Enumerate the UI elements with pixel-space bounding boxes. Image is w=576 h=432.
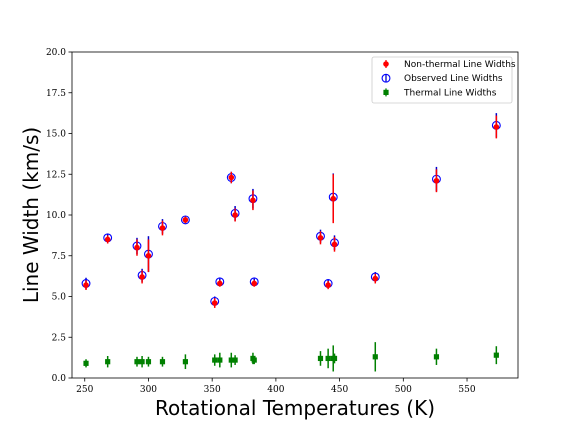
series-2-point-9 xyxy=(228,357,234,363)
x-axis-label: Rotational Temperatures (K) xyxy=(155,396,435,420)
legend-label-1: Observed Line Widths xyxy=(404,74,503,84)
series-2-point-7 xyxy=(212,357,218,363)
x-tick-label-0: 250 xyxy=(76,385,93,395)
series-2-point-19 xyxy=(493,352,499,358)
series-2-point-18 xyxy=(433,354,440,360)
series-2-point-4 xyxy=(145,359,152,365)
legend: Non-thermal Line Widths Observed Line Wid… xyxy=(371,56,516,104)
legend-marker-2 xyxy=(383,89,389,95)
legend-label-2: Thermal Line Widths xyxy=(403,88,497,98)
data-marks xyxy=(81,113,501,372)
legend-entries: Non-thermal Line Widths Observed Line Wid… xyxy=(381,60,516,98)
series-0-point-9 xyxy=(228,174,235,181)
series-2-point-16 xyxy=(331,355,338,362)
y-tick-label-6: 15.0 xyxy=(46,130,66,140)
series-2-point-14 xyxy=(325,355,331,362)
y-tick-label-4: 10.0 xyxy=(46,211,66,221)
x-tick-label-2: 350 xyxy=(204,385,221,395)
series-2-point-1 xyxy=(105,359,111,365)
series-0-point-14 xyxy=(325,282,331,288)
series-0-point-15 xyxy=(330,195,337,202)
series-0-point-8 xyxy=(217,280,223,287)
plot-frame xyxy=(71,51,519,379)
series-0-point-12 xyxy=(251,280,258,287)
y-axis-label: Line Width (km/s) xyxy=(19,127,43,303)
series-2-point-13 xyxy=(317,355,324,362)
series-2 xyxy=(83,342,499,372)
x-tick-label-3: 400 xyxy=(267,385,284,395)
y-tick-label-2: 5.0 xyxy=(52,293,67,303)
legend-marker-0 xyxy=(383,61,389,67)
series-0-point-3 xyxy=(139,274,145,280)
y-tick-label-5: 12.5 xyxy=(46,170,66,180)
series-2-point-2 xyxy=(134,359,140,365)
series-0-point-16 xyxy=(331,241,338,248)
series-0-point-11 xyxy=(250,197,256,204)
series-0 xyxy=(83,115,500,308)
series-0-point-2 xyxy=(134,244,140,251)
x-tick-label-1: 300 xyxy=(140,385,157,395)
series-0-point-13 xyxy=(317,235,324,241)
series-0-point-6 xyxy=(182,217,189,223)
series-2-point-0 xyxy=(83,360,89,366)
series-2-point-5 xyxy=(159,359,166,365)
series-0-point-0 xyxy=(83,282,89,288)
y-tick-label-0: 0.0 xyxy=(52,374,67,384)
y-tick-label-8: 20.0 xyxy=(46,48,66,58)
y-tick-label-1: 2.5 xyxy=(52,333,67,343)
series-0-point-18 xyxy=(433,177,440,184)
x-tick-label-5: 500 xyxy=(395,385,412,395)
series-0-point-5 xyxy=(159,225,166,231)
series-0-point-4 xyxy=(145,252,152,259)
series-2-point-3 xyxy=(139,359,145,365)
plot-area xyxy=(72,52,518,378)
legend-marker-1 xyxy=(381,73,391,83)
series-2-point-10 xyxy=(232,357,238,363)
series-2-point-12 xyxy=(251,357,257,363)
series-0-point-10 xyxy=(232,212,238,218)
series-0-point-17 xyxy=(372,275,379,282)
series-0-point-1 xyxy=(104,236,111,243)
legend-box xyxy=(371,56,513,104)
x-tick-label-4: 450 xyxy=(331,385,348,395)
y-tick-label-7: 17.5 xyxy=(46,89,66,99)
series-2-point-8 xyxy=(217,357,223,363)
y-tick-label-3: 7.5 xyxy=(52,252,67,262)
series-0-point-7 xyxy=(211,300,218,306)
series-2-point-6 xyxy=(182,359,189,365)
series-1-point-6 xyxy=(180,215,190,225)
series-2-point-17 xyxy=(372,354,378,360)
series-0-point-19 xyxy=(493,124,500,130)
legend-label-0: Non-thermal Line Widths xyxy=(404,60,516,70)
x-tick-label-6: 550 xyxy=(458,385,475,395)
axis-ticks: 250 300 350 400 450 500 550 0.0 2.5 5.0 7.5 10.0 12.… xyxy=(46,48,476,395)
